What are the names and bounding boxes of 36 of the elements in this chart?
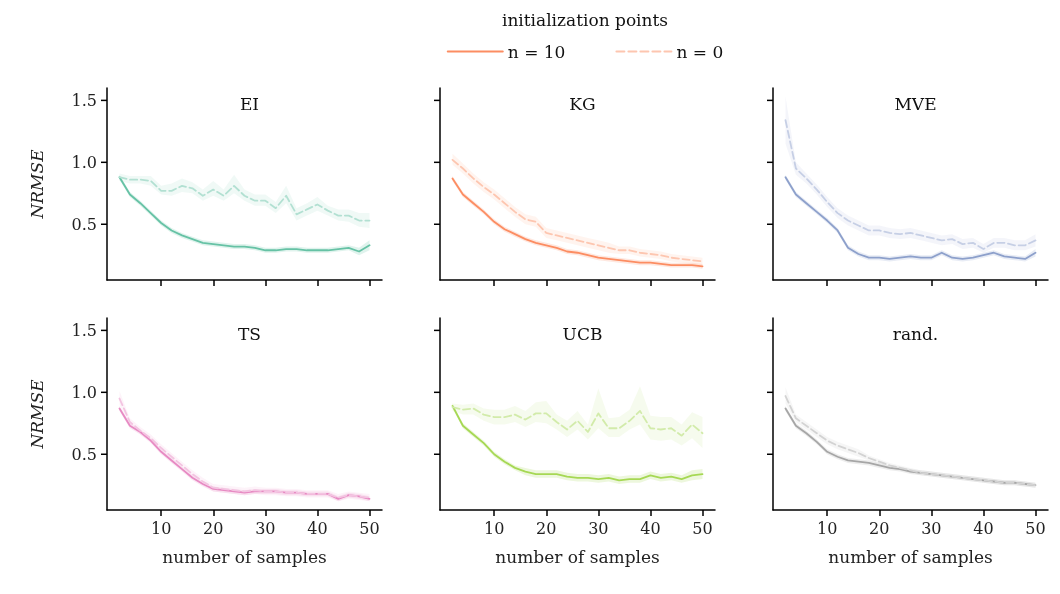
legend-title: initialization points <box>501 9 669 30</box>
y-axis-title: NRMSE <box>26 378 47 450</box>
x-axis-title: number of samples <box>495 546 660 567</box>
chart-title: UCB <box>562 323 603 344</box>
x-tick-label: 10 <box>483 518 505 538</box>
x-tick-label: 40 <box>640 518 661 538</box>
y-tick-label: 1.0 <box>71 382 97 402</box>
legend-label: n = 0 <box>676 41 724 62</box>
chart-title: MVE <box>894 93 937 114</box>
legend-label: n = 10 <box>507 41 566 62</box>
x-tick-label: 50 <box>1025 518 1046 538</box>
line-series <box>118 176 371 222</box>
chart-title: EI <box>239 93 260 114</box>
x-tick-label: 20 <box>869 518 890 538</box>
x-tick-label: 20 <box>203 518 224 538</box>
x-tick-label: 40 <box>307 518 328 538</box>
x-tick-label: 20 <box>536 518 557 538</box>
y-tick-label: 0.5 <box>71 214 97 234</box>
y-tick-label: 1.5 <box>71 90 97 110</box>
y-tick-label: 1.0 <box>71 152 97 172</box>
x-tick-label: 40 <box>973 518 994 538</box>
x-tick-label: 10 <box>150 518 172 538</box>
x-tick-label: 10 <box>816 518 838 538</box>
x-tick-label: 50 <box>692 518 713 538</box>
chart-title: KG <box>569 93 596 114</box>
y-tick-label: 1.5 <box>71 320 97 340</box>
x-axis-title: number of samples <box>162 546 327 567</box>
x-axis-title: number of samples <box>828 546 993 567</box>
x-tick-label: 30 <box>921 518 942 538</box>
chart-title: rand. <box>892 323 939 344</box>
x-tick-label: 50 <box>359 518 380 538</box>
x-tick-label: 30 <box>588 518 609 538</box>
y-axis-title: NRMSE <box>26 148 47 220</box>
y-tick-label: 0.5 <box>71 444 97 464</box>
x-tick-label: 30 <box>255 518 276 538</box>
chart-title: TS <box>238 323 261 344</box>
